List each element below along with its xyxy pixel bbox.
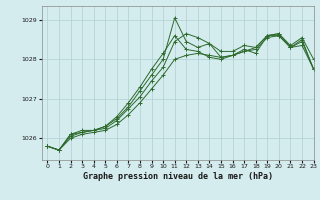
X-axis label: Graphe pression niveau de la mer (hPa): Graphe pression niveau de la mer (hPa) — [83, 172, 273, 181]
